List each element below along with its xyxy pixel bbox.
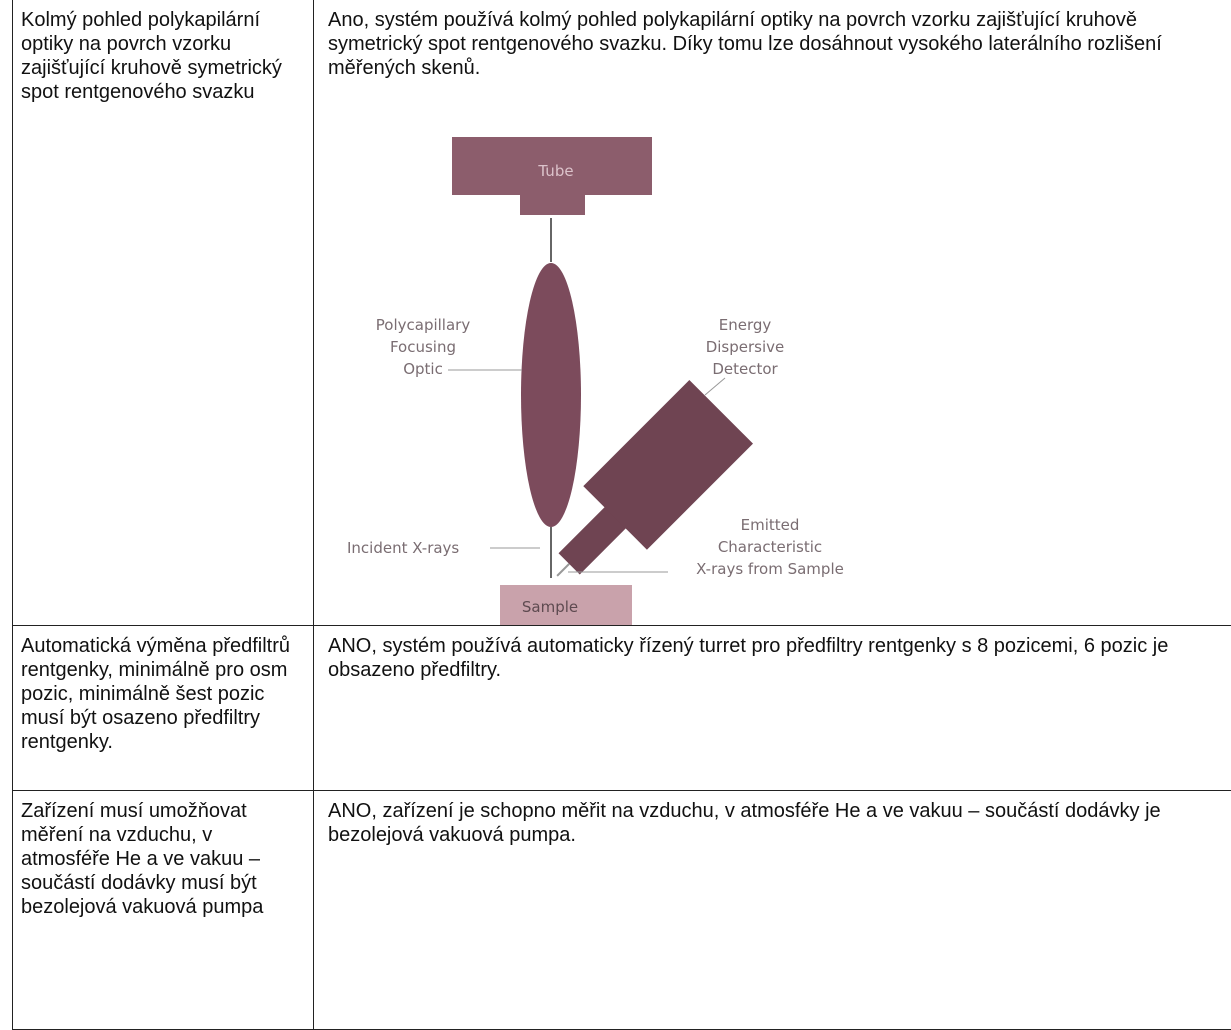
tube-nub (520, 195, 585, 215)
leader (704, 377, 726, 396)
optic-label: Polycapillary (376, 316, 471, 334)
cell: Ano, systém používá kolmý pohled polykap… (313, 0, 1231, 626)
labels: Polycapillary Focusing Optic Energy Dispersi… (376, 316, 844, 578)
incident-label: Incident X-rays (347, 539, 459, 557)
tube (452, 137, 652, 195)
cell: Kolmý pohled polykapilární optiky na pov… (12, 0, 314, 626)
detector-neck (558, 500, 633, 575)
cell: ANO, systém používá automaticky řízený t… (313, 625, 1231, 791)
optic-label: Focusing (390, 338, 456, 356)
detector-label: Energy (719, 316, 772, 334)
detector (556, 380, 753, 577)
beam (556, 563, 570, 577)
optic-label: Optic (403, 360, 443, 378)
emitted-label: Characteristic (718, 538, 822, 556)
optic (521, 263, 581, 527)
detector-label: Dispersive (706, 338, 785, 356)
emitted-label: Emitted (741, 516, 800, 534)
detector-label: Detector (712, 360, 778, 378)
cell: Zařízení musí umožňovat měření na vzduch… (12, 790, 314, 1030)
sample (500, 585, 632, 625)
emitted-label: X-rays from Sample (696, 560, 844, 578)
detector-body (583, 380, 753, 550)
cell: ANO, zařízení je schopno měřit na vzduch… (313, 790, 1231, 1030)
sample-label: Sample (522, 598, 578, 616)
tube-label: Tube (537, 162, 573, 180)
